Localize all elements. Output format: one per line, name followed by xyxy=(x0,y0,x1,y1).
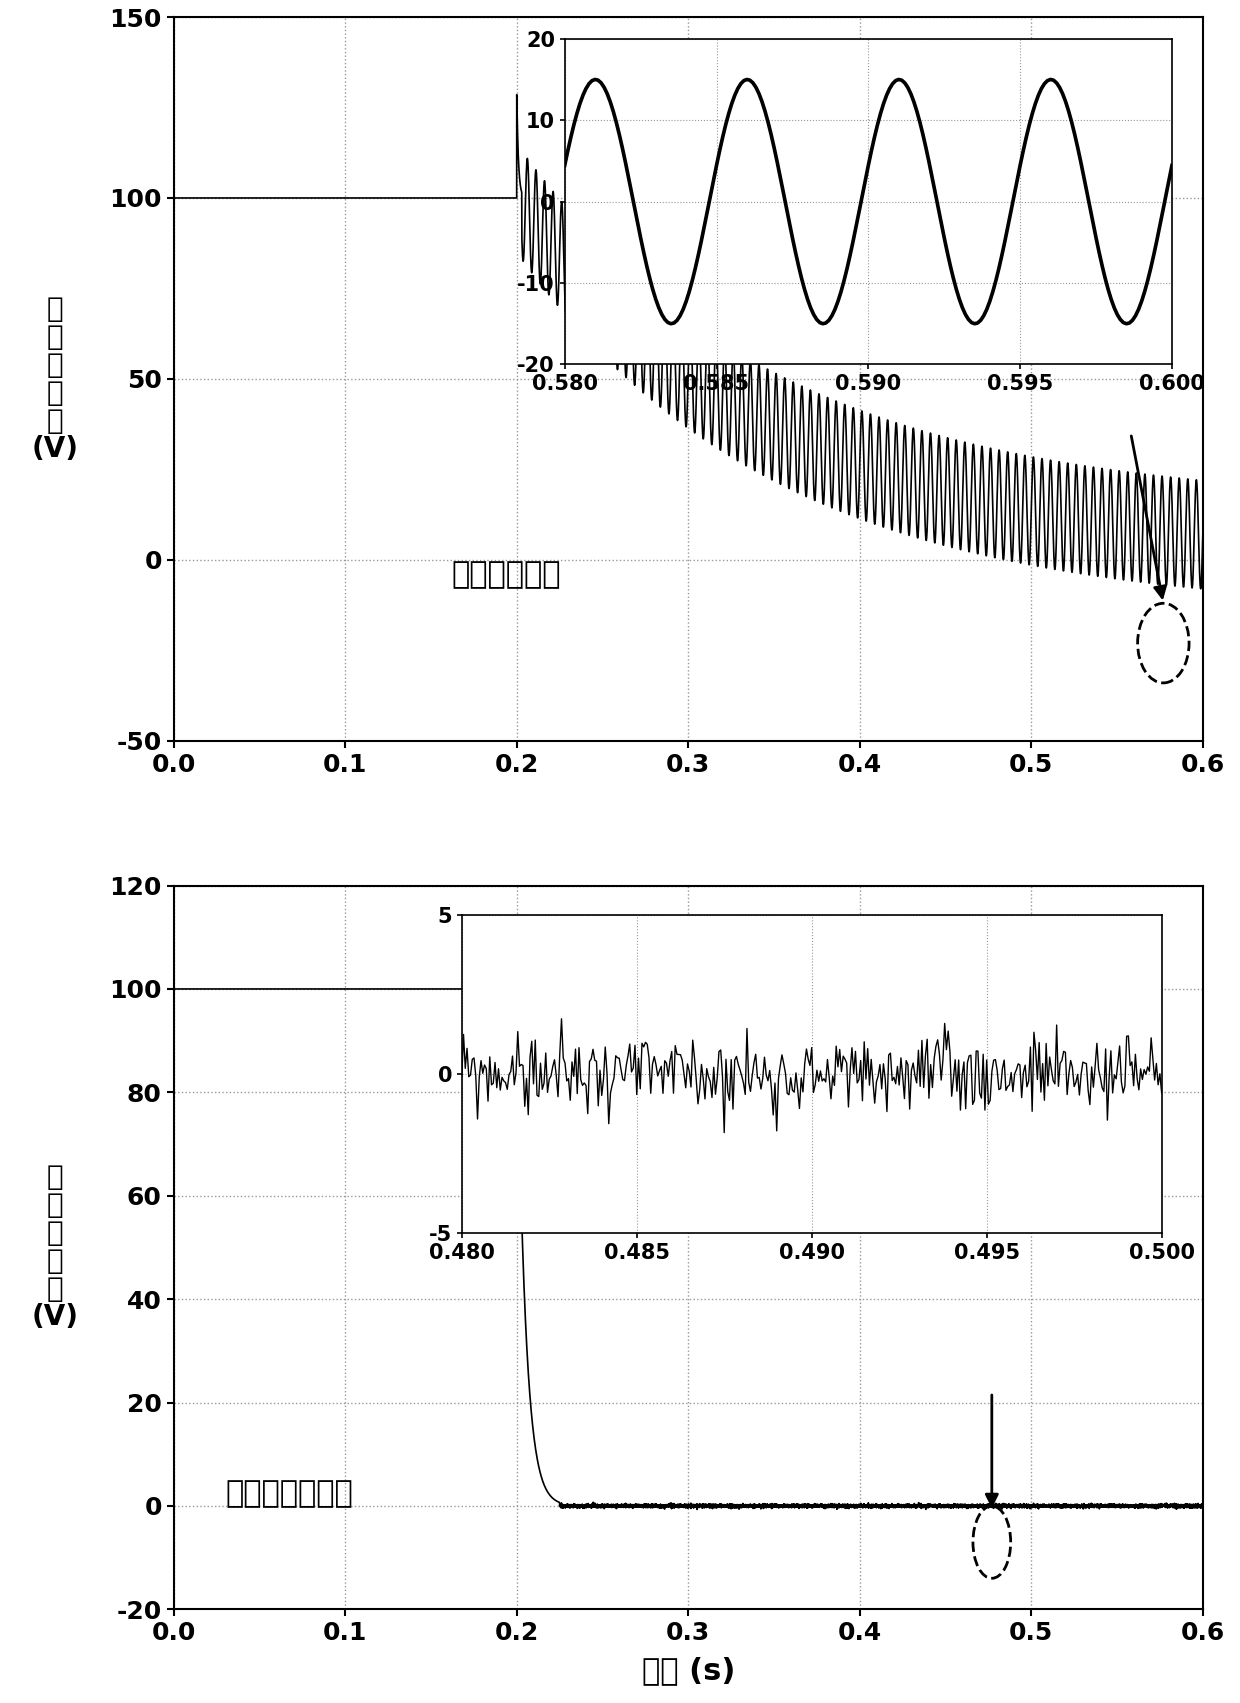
Text: 传统控制方法: 传统控制方法 xyxy=(451,560,560,589)
Text: 中
点
电
压
差
(V): 中 点 电 压 差 (V) xyxy=(32,1163,79,1332)
Text: 本发明控制方法: 本发明控制方法 xyxy=(226,1478,353,1509)
X-axis label: 时间 (s): 时间 (s) xyxy=(641,1657,735,1686)
Text: 中
点
电
压
差
(V): 中 点 电 压 差 (V) xyxy=(32,295,79,463)
